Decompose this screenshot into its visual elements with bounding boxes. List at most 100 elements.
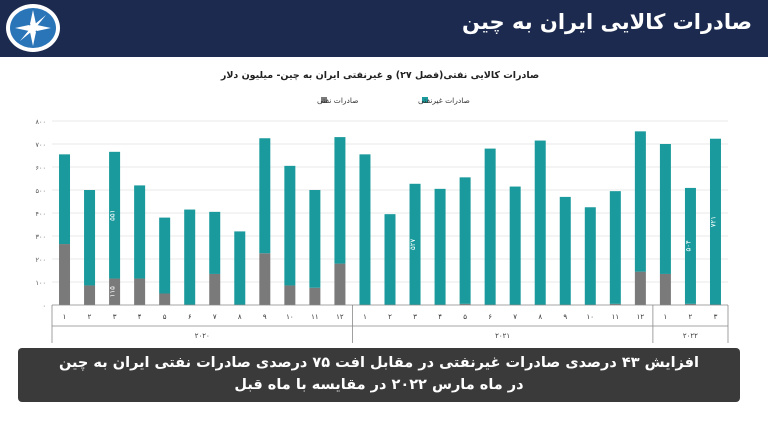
x-tick-label: ۲ [88,313,92,321]
x-tick-label: ۱۲ [637,313,645,321]
x-tick-label: ۴ [138,313,142,321]
y-axis-ticks: ۰ ۱۰۰ ۲۰۰ ۳۰۰ ۴۰۰ ۵۰۰ ۶۰۰ ۷۰۰ ۸۰۰ [36,118,46,310]
bar-non-oil [484,148,496,305]
y-tick-label: ۰ [43,302,47,310]
bar-non-oil [659,144,671,274]
bar-oil [59,244,71,305]
bar-non-oil [584,207,596,305]
bar-non-oil [284,165,296,286]
bar-non-oil [534,140,546,305]
group-label: ۲۰۲۲ [683,332,698,340]
bar-oil [459,303,471,305]
x-tick-label: ۱ [63,313,67,321]
bar-non-oil [434,188,446,305]
stacked-bar-chart: صادرات کالایی نفتی(فصل ۲۷) و غیرنفتی ایر… [36,70,729,343]
organization-logo-icon [6,4,60,52]
bar-non-oil [609,191,621,304]
bar-non-oil [509,186,521,305]
y-tick-label: ۴۰۰ [36,210,46,218]
chart-data-labels: ۵۵۱ ۱۱۵ ۵۲۷ ۵۰۴ ۷۲۱ [109,210,718,298]
bar-oil [609,303,621,305]
x-tick-label: ۶ [488,313,492,321]
bar-non-oil [684,187,696,304]
x-tick-label: ۱۲ [336,313,344,321]
chart-title: صادرات کالایی نفتی(فصل ۲۷) و غیرنفتی ایر… [220,70,539,81]
bar-non-oil [559,196,571,305]
x-tick-label: ۱۰ [587,313,595,321]
bar-non-oil [634,131,646,272]
y-tick-label: ۸۰۰ [36,118,46,126]
bar-non-oil [384,214,396,305]
x-tick-label: ۷ [513,313,517,321]
x-tick-label: ۲ [689,313,693,321]
bar-oil [84,285,96,305]
x-tick-label: ۱۱ [612,313,620,321]
y-tick-label: ۲۰۰ [36,256,46,264]
bar-non-oil [59,154,71,245]
y-tick-label: ۳۰۰ [36,233,46,241]
y-tick-label: ۶۰۰ [36,164,46,172]
bar-non-oil [409,183,421,305]
x-tick-label: ۵ [163,313,167,321]
bar-non-oil [309,190,321,288]
x-tick-label: ۳ [714,313,718,321]
x-tick-label: ۴ [438,313,442,321]
x-tick-label: ۳ [413,313,417,321]
data-label: ۷۲۱ [709,216,717,227]
y-tick-label: ۵۰۰ [36,187,46,195]
bar-non-oil [159,217,171,294]
bar-oil [259,253,271,305]
legend-swatch-oil [321,97,327,103]
chart-bars [59,131,721,305]
bar-oil [134,278,146,305]
group-label: ۲۰۲۱ [495,332,510,340]
bar-oil [634,271,646,305]
bar-non-oil [259,138,271,254]
x-tick-label: ۵ [463,313,467,321]
bar-non-oil [334,137,346,264]
x-tick-label: ۱۱ [311,313,319,321]
bar-non-oil [459,177,471,304]
bar-non-oil [709,138,721,305]
x-tick-label: ۳ [113,313,117,321]
bar-oil [159,293,171,305]
bar-non-oil [359,154,371,305]
x-tick-label: ۱ [664,313,668,321]
bar-non-oil [234,231,246,305]
x-tick-label: ۹ [563,313,567,321]
x-tick-label: ۷ [213,313,217,321]
y-tick-label: ۱۰۰ [36,279,46,287]
y-tick-label: ۷۰۰ [36,141,46,149]
bar-non-oil [134,185,146,279]
caption-box: افزایش ۴۳ درصدی صادرات غیرنفتی در مقابل … [18,348,740,402]
bar-oil [334,263,346,305]
caption-line-1: افزایش ۴۳ درصدی صادرات غیرنفتی در مقابل … [58,355,700,371]
data-label: ۱۱۵ [109,286,117,298]
bar-oil [659,273,671,305]
data-label: ۵۲۷ [409,239,417,251]
bar-oil [684,303,696,305]
x-tick-label: ۱۰ [286,313,294,321]
bar-non-oil [184,209,196,305]
x-tick-label: ۶ [188,313,192,321]
x-tick-label: ۸ [238,313,242,321]
legend-swatch-non-oil [422,97,428,103]
x-tick-label: ۲ [388,313,392,321]
x-tick-label: ۹ [263,313,267,321]
chart-legend: صادرات غیرنفتی صادرات نفتی [317,96,470,105]
group-label: ۲۰۲۰ [195,332,210,340]
data-label: ۵۵۱ [109,210,117,221]
data-label: ۵۰۴ [684,240,692,252]
page-title: صادرات کالایی ایران به چین [462,10,752,34]
x-tick-label: ۸ [538,313,542,321]
bar-oil [284,285,296,305]
legend-label-oil: صادرات نفتی [317,96,359,105]
bar-non-oil [84,190,96,286]
bar-non-oil [209,211,221,274]
bar-oil [109,278,121,305]
header-bar: صادرات کالایی ایران به چین [0,0,768,57]
bar-oil [309,287,321,305]
caption-line-2: در ماه مارس ۲۰۲۲ در مقایسه با ماه قبل [234,377,524,393]
x-tick-label: ۱ [363,313,367,321]
bar-non-oil [109,151,121,279]
